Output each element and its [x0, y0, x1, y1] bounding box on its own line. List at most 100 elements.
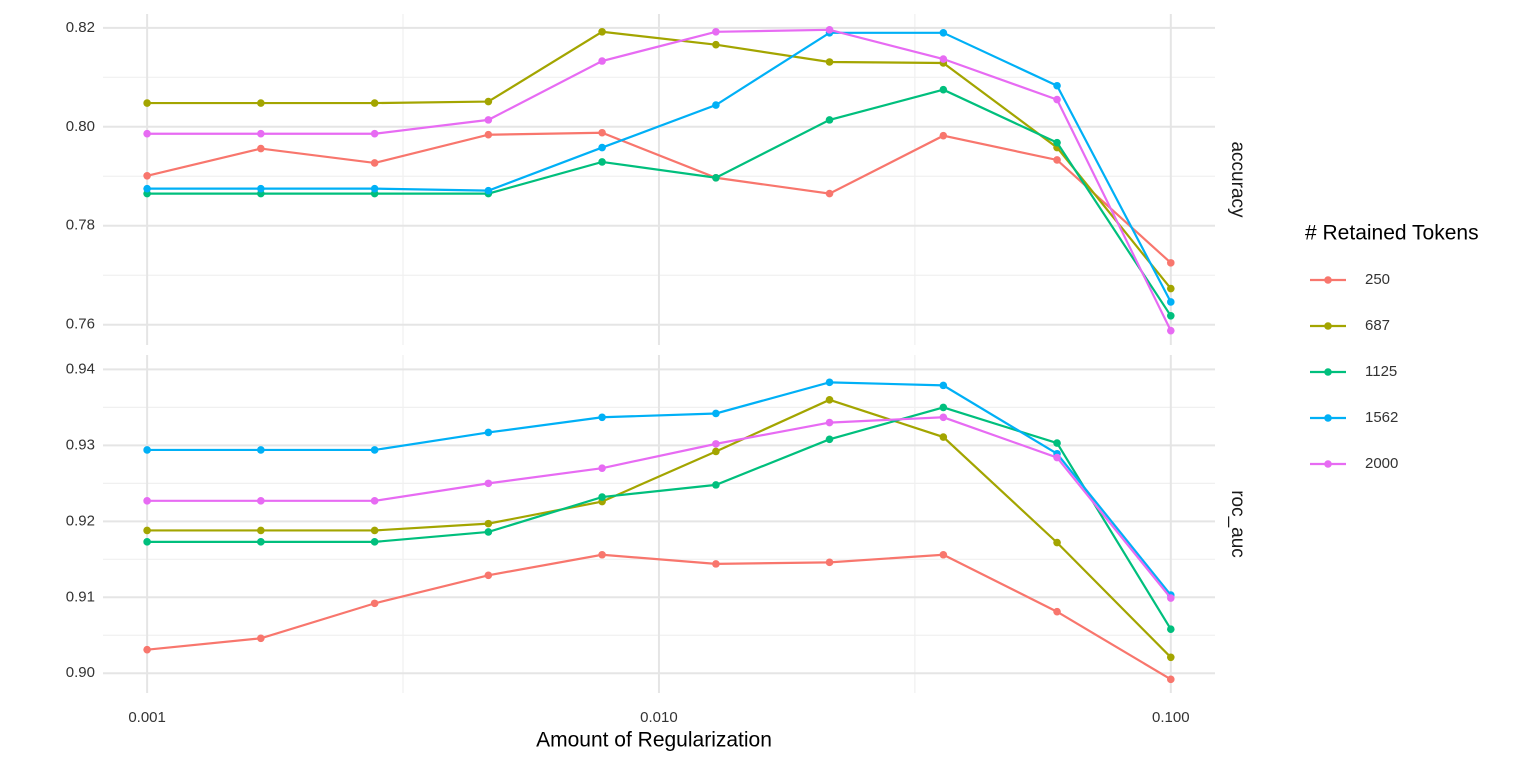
data-point	[257, 526, 265, 535]
data-point	[257, 538, 265, 546]
data-point	[598, 143, 606, 152]
series-line	[147, 30, 1172, 290]
data-point	[1166, 675, 1175, 684]
data-point	[484, 571, 493, 580]
legend-label: 1562	[1365, 409, 1398, 426]
data-point	[484, 519, 493, 528]
legend-point	[1324, 460, 1332, 468]
data-point	[939, 131, 948, 140]
data-point	[143, 129, 151, 138]
legend-point	[1324, 414, 1332, 422]
series-line	[147, 381, 1172, 596]
data-point	[939, 85, 948, 94]
data-point	[257, 446, 265, 454]
data-point	[712, 440, 720, 448]
legend-title: # Retained Tokens	[1305, 222, 1479, 245]
y-tick-label: 0.91	[66, 588, 95, 605]
data-point	[825, 378, 834, 387]
data-point	[143, 645, 151, 654]
data-point	[1053, 453, 1061, 462]
data-point	[598, 158, 606, 166]
data-point	[825, 26, 834, 34]
data-point	[484, 479, 493, 488]
y-tick-label: 0.82	[66, 19, 95, 36]
data-point	[712, 560, 720, 568]
data-point	[370, 497, 379, 505]
series-line	[147, 416, 1172, 599]
data-point	[939, 29, 948, 37]
grids	[103, 14, 1215, 693]
x-tick-label: 0.001	[128, 709, 166, 726]
y-tick-label: 0.94	[66, 360, 95, 377]
legend-point	[1324, 276, 1332, 284]
data-point	[484, 528, 493, 536]
data-point	[1053, 95, 1061, 104]
data-point	[143, 538, 151, 546]
data-point	[1166, 259, 1175, 267]
legend-point	[1324, 322, 1332, 330]
data-point	[939, 433, 948, 441]
data-point	[1053, 607, 1061, 616]
legend-label: 687	[1365, 317, 1390, 334]
data-point	[1166, 594, 1175, 602]
data-point	[1053, 138, 1061, 147]
series-line	[147, 398, 1172, 659]
data-point	[712, 447, 720, 456]
data-point	[1166, 298, 1175, 306]
data-point	[257, 634, 265, 643]
x-axis-title: Amount of Regularization	[536, 729, 772, 752]
data-point	[598, 413, 606, 422]
data-point	[1166, 284, 1175, 293]
data-point	[143, 99, 151, 107]
data-point	[825, 189, 834, 198]
data-point	[1053, 81, 1061, 90]
series-line	[147, 553, 1172, 681]
data-point	[257, 497, 265, 505]
data-point	[825, 418, 834, 427]
y-tick-label: 0.78	[66, 217, 95, 234]
x-tick-label: 0.100	[1152, 709, 1190, 726]
series-line	[147, 28, 1172, 332]
y-tick-label: 0.76	[66, 316, 95, 333]
data-point	[712, 40, 720, 49]
data-point	[825, 116, 834, 124]
legend-label: 1125	[1365, 363, 1397, 380]
legend-point	[1324, 368, 1332, 376]
data-point	[712, 101, 720, 109]
data-point	[939, 403, 948, 412]
y-tick-label: 0.80	[66, 118, 95, 135]
data-point	[1166, 326, 1175, 335]
data-point	[143, 184, 151, 193]
data-point	[143, 171, 151, 180]
y-tick-label: 0.92	[66, 512, 95, 529]
data-point	[825, 58, 834, 66]
data-point	[484, 130, 493, 139]
data-point	[370, 129, 379, 138]
data-point	[1166, 653, 1175, 662]
legend-label: 250	[1365, 271, 1390, 288]
data-point	[370, 538, 379, 546]
data-point	[370, 99, 379, 107]
data-point	[143, 526, 151, 535]
data-point	[825, 435, 834, 444]
data-point	[484, 116, 493, 124]
data-point	[939, 55, 948, 63]
y-tick-label: 0.93	[66, 436, 95, 453]
data-point	[484, 428, 493, 437]
data-point	[1053, 439, 1061, 447]
data-point	[370, 599, 379, 608]
data-point	[598, 57, 606, 65]
facet-label: accuracy	[1227, 141, 1248, 218]
data-point	[712, 409, 720, 418]
series-line	[146, 131, 1172, 264]
data-point	[143, 446, 151, 454]
data-point	[257, 129, 265, 138]
data-point	[1053, 156, 1061, 164]
x-tick-label: 0.010	[640, 709, 678, 726]
data-point	[598, 464, 606, 472]
data-point	[1166, 625, 1175, 633]
data-point	[484, 186, 493, 195]
series-line	[147, 88, 1172, 317]
y-tick-label: 0.90	[66, 664, 95, 681]
